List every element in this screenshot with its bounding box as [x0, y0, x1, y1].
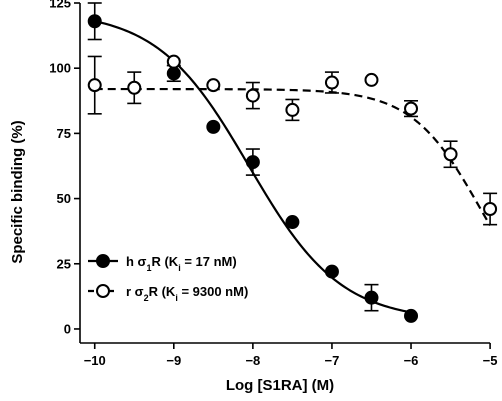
axes: 0 25 50 75 100 125 −10 −9 −8 −7 −6 −5 [49, 0, 497, 368]
y-tick-label: 100 [49, 61, 71, 76]
r-sigma2-point [324, 75, 339, 90]
h-sigma1-point [404, 308, 419, 323]
y-axis-label: Specific binding (%) [9, 120, 26, 263]
r-sigma2-point [285, 102, 300, 117]
h-sigma1-point [245, 155, 260, 170]
r-sigma2-point [404, 101, 419, 116]
r-sigma2-point [443, 147, 458, 162]
legend: h σ1R (Ki = 17 nM) r σ2R (Ki = 9300 nM) [88, 254, 248, 303]
h-sigma1-point [87, 14, 102, 29]
r-sigma2-point [245, 88, 260, 103]
r-sigma2-point [127, 80, 142, 95]
h-sigma1-point [206, 119, 221, 134]
x-tick-label: −9 [166, 353, 181, 368]
legend-entry-1: h σ1R (Ki = 17 nM) [126, 254, 237, 273]
y-tick-label: 75 [57, 126, 71, 141]
x-tick-label: −5 [483, 353, 498, 368]
x-tick-label: −10 [84, 353, 106, 368]
x-tick-label: −6 [404, 353, 419, 368]
h-sigma1-point [324, 264, 339, 279]
y-tick-label: 50 [57, 191, 71, 206]
data-points [87, 14, 498, 323]
r-sigma2-point [87, 78, 102, 93]
r-sigma2-point [483, 202, 498, 217]
y-tick-label: 125 [49, 0, 71, 11]
r-sigma2-point [364, 72, 379, 87]
r-sigma2-point [166, 54, 181, 69]
r-sigma2-point [206, 78, 221, 93]
y-tick-label: 25 [57, 256, 71, 271]
h-sigma1-point [285, 215, 300, 230]
h-sigma1-point [166, 66, 181, 81]
legend-marker [96, 254, 110, 268]
fit-curve-2 [94, 87, 492, 227]
legend-marker [96, 284, 110, 298]
y-tick-label: 0 [64, 321, 71, 336]
h-sigma1-point [364, 290, 379, 305]
x-tick-label: −8 [245, 353, 260, 368]
legend-entry-2: r σ2R (Ki = 9300 nM) [126, 284, 248, 303]
x-tick-label: −7 [325, 353, 340, 368]
x-axis-label: Log [S1RA] (M) [226, 377, 334, 394]
